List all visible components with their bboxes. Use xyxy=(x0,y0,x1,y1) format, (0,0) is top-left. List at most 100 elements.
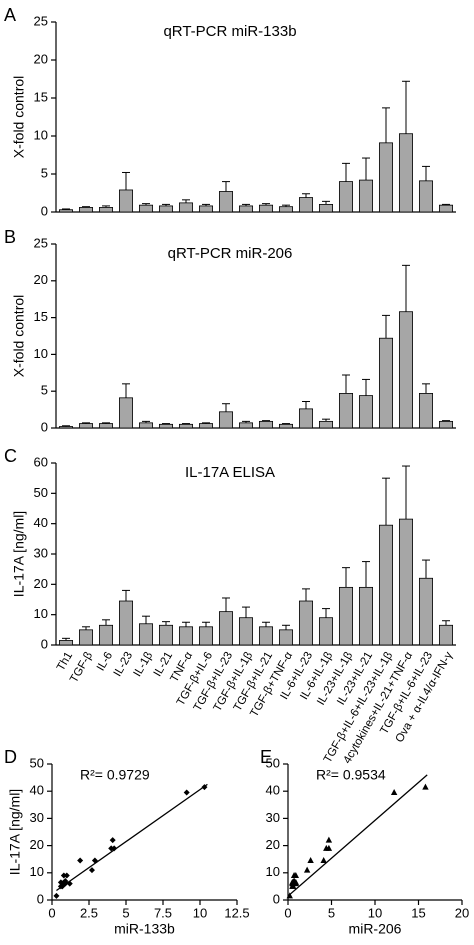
y-tick-label: 25 xyxy=(34,235,48,250)
point xyxy=(320,857,327,864)
bar xyxy=(318,617,333,646)
x-tick-label: 15 xyxy=(411,905,425,920)
panel-letter: C xyxy=(4,446,17,466)
x-tick-label: IL-1β xyxy=(132,650,156,679)
annotation: R²= 0.9534 xyxy=(316,767,386,783)
x-tick-label: 5 xyxy=(328,905,335,920)
bar xyxy=(238,617,253,646)
chart-title: qRT-PCR miR-206 xyxy=(168,245,293,262)
bar xyxy=(358,179,373,213)
y-axis-label: IL-17A [ng/ml] xyxy=(11,511,27,597)
x-tick-label: 2.5 xyxy=(80,905,98,920)
y-tick-label: 50 xyxy=(266,755,280,770)
bar xyxy=(198,423,213,429)
bar xyxy=(218,611,233,646)
fit-line xyxy=(289,774,428,896)
point xyxy=(59,883,66,890)
y-tick-label: 40 xyxy=(30,783,44,798)
y-axis-label: X-fold control xyxy=(11,76,27,158)
bar xyxy=(178,423,193,429)
chart-title: IL-17A ELISA xyxy=(185,464,275,481)
y-tick-label: 0 xyxy=(41,419,48,434)
panel-letter: E xyxy=(260,747,272,767)
bar xyxy=(338,586,353,646)
x-axis-label: miR-133b xyxy=(114,921,175,937)
x-tick-label: Th1 xyxy=(55,650,75,673)
bar xyxy=(358,395,373,429)
bar xyxy=(79,423,94,429)
bar xyxy=(438,420,453,429)
bar xyxy=(158,423,173,429)
bar xyxy=(398,518,413,646)
point xyxy=(53,892,60,899)
y-tick-label: 40 xyxy=(34,515,48,530)
y-tick-label: 0 xyxy=(273,891,280,906)
bar xyxy=(418,180,433,213)
panel-letter: B xyxy=(4,227,16,247)
x-tick-label: 0 xyxy=(284,905,291,920)
point xyxy=(109,837,116,844)
y-tick-label: 30 xyxy=(266,810,280,825)
bar xyxy=(59,640,74,646)
y-tick-label: 20 xyxy=(266,837,280,852)
bar xyxy=(138,623,153,646)
panel-letter: A xyxy=(4,5,16,25)
bar xyxy=(278,629,293,646)
y-tick-label: 0 xyxy=(41,636,48,651)
annotation: R²= 0.9729 xyxy=(80,767,150,783)
y-tick-label: 15 xyxy=(34,309,48,324)
bar xyxy=(59,426,74,429)
bar xyxy=(158,205,173,213)
y-tick-label: 20 xyxy=(34,51,48,66)
x-tick-label: 5 xyxy=(122,905,129,920)
bar xyxy=(298,197,313,213)
bar xyxy=(338,393,353,429)
y-tick-label: 20 xyxy=(30,837,44,852)
panel-letter: D xyxy=(4,747,17,767)
bar xyxy=(238,422,253,429)
x-tick-label: 20 xyxy=(455,905,469,920)
bar xyxy=(218,411,233,429)
bar xyxy=(338,181,353,213)
bar xyxy=(158,624,173,646)
y-tick-label: 15 xyxy=(34,89,48,104)
y-axis-label: X-fold control xyxy=(11,295,27,377)
bar xyxy=(378,524,393,646)
bar xyxy=(138,422,153,429)
point xyxy=(289,882,296,889)
y-tick-label: 5 xyxy=(41,165,48,180)
point xyxy=(286,892,293,899)
point xyxy=(422,783,429,790)
bar xyxy=(99,423,114,429)
y-tick-label: 10 xyxy=(30,864,44,879)
point xyxy=(201,784,208,791)
bar xyxy=(438,624,453,646)
y-tick-label: 40 xyxy=(266,783,280,798)
point xyxy=(111,845,118,852)
bar xyxy=(278,206,293,213)
bar xyxy=(119,397,134,429)
bar xyxy=(318,203,333,213)
y-tick-label: 30 xyxy=(34,545,48,560)
point xyxy=(91,857,98,864)
y-tick-label: 10 xyxy=(34,346,48,361)
bar xyxy=(278,423,293,429)
x-tick-label: 0 xyxy=(48,905,55,920)
point xyxy=(77,857,84,864)
bar xyxy=(398,133,413,213)
y-tick-label: 20 xyxy=(34,576,48,591)
x-tick-label: IL-6 xyxy=(95,650,115,673)
point xyxy=(183,789,190,796)
bar xyxy=(79,207,94,213)
bar xyxy=(119,600,134,646)
y-tick-label: 50 xyxy=(30,755,44,770)
point xyxy=(292,878,300,885)
y-axis-label: IL-17A [ng/ml] xyxy=(7,789,23,875)
y-tick-label: 10 xyxy=(34,606,48,621)
y-tick-label: 10 xyxy=(266,864,280,879)
point xyxy=(63,872,70,879)
bar xyxy=(59,209,74,213)
bar xyxy=(298,600,313,646)
x-tick-label: 7.5 xyxy=(154,905,172,920)
x-axis-label: miR-206 xyxy=(349,921,402,937)
